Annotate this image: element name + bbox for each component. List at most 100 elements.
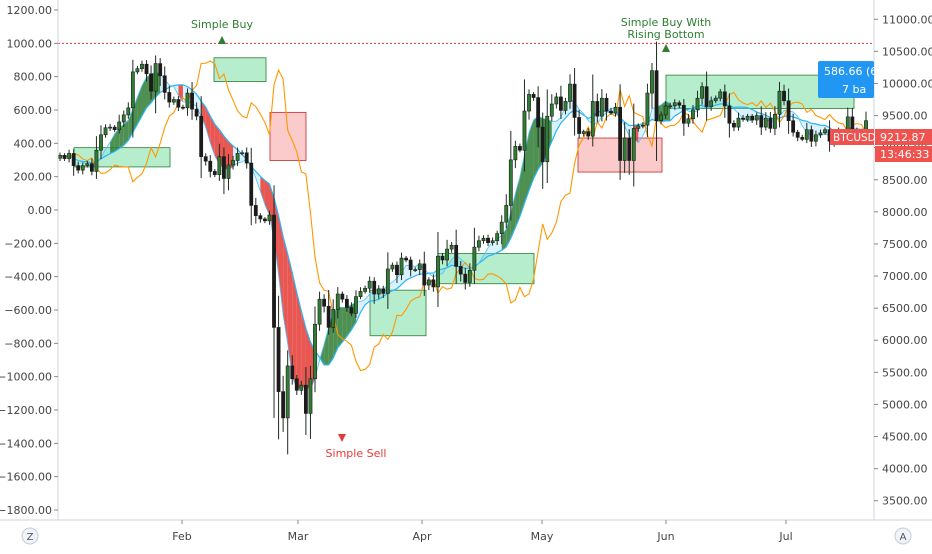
band-fill-segment [519, 154, 525, 217]
candle [800, 134, 805, 142]
candle-body-down [395, 264, 399, 276]
candle [135, 65, 140, 75]
candle [385, 252, 390, 309]
band-fill-segment [337, 307, 343, 348]
left-tick-label: −600.00 [4, 304, 52, 317]
left-tick-label: −200.00 [4, 237, 52, 250]
candle-body-up [513, 146, 518, 161]
candle [572, 68, 577, 136]
candle [754, 112, 759, 125]
band-fill-segment [255, 171, 261, 192]
candle [335, 287, 340, 319]
candle [344, 295, 349, 312]
candle-body-up [331, 309, 336, 328]
candle-body-up [823, 129, 827, 134]
left-tick-label: 1000.00 [7, 37, 53, 50]
candle [240, 150, 245, 156]
candle [449, 242, 454, 253]
candle-body-up [235, 153, 240, 161]
candle-body-up [449, 244, 454, 250]
candle-body-up [668, 105, 673, 108]
right-tick-label: 11000.00 [882, 13, 932, 26]
candle [376, 285, 381, 299]
candle [745, 113, 750, 122]
candle-body-up [590, 101, 595, 137]
candle-body-down [627, 137, 632, 161]
band-fill-segment [342, 307, 347, 343]
right-tick-label: 5000.00 [882, 398, 928, 411]
candle-body-down [71, 153, 76, 166]
candle-body-down [149, 73, 153, 92]
candle-body-down [408, 259, 413, 270]
candle-body-up [94, 149, 99, 172]
candle [408, 256, 413, 277]
candle [203, 153, 208, 166]
countdown-tag [875, 146, 932, 162]
candle-body-up [285, 365, 290, 419]
right-tick-label: 5500.00 [882, 366, 928, 379]
right-tick-label: 4000.00 [882, 463, 928, 476]
candle-body-down [340, 293, 345, 300]
candle [599, 89, 604, 122]
candle [495, 230, 500, 246]
candle-body-down [194, 108, 199, 117]
candle-body-down [203, 156, 208, 162]
x-tick-label: Feb [172, 530, 191, 543]
candle [62, 153, 67, 161]
candle [249, 147, 254, 226]
candle-body-down [595, 101, 600, 117]
candle-body-down [272, 214, 276, 328]
candle-body-down [190, 92, 194, 110]
band-fill-segment [510, 193, 516, 239]
candle-body-up [226, 164, 231, 179]
candle [340, 291, 345, 303]
x-tick-label: Mar [288, 530, 309, 543]
candle-body-up [490, 240, 495, 243]
candle-body-up [581, 131, 586, 134]
z-button[interactable] [21, 527, 39, 545]
auto-scale-button[interactable] [894, 527, 912, 545]
candle [140, 60, 144, 72]
candle-body-up [645, 92, 650, 126]
candle-body-up [363, 287, 367, 292]
candle-body-down [572, 83, 577, 118]
candle-body-down [454, 244, 459, 267]
candle-body-up [636, 125, 641, 129]
z-button-label: Z [27, 532, 34, 543]
candle [431, 274, 436, 292]
candle [595, 93, 600, 123]
candle [741, 114, 745, 122]
candle-body-down [732, 122, 736, 128]
candle [181, 104, 185, 110]
candle [317, 291, 322, 331]
candle [732, 120, 736, 132]
candle [299, 380, 304, 395]
candle-body-down [372, 280, 377, 295]
candle [171, 96, 176, 105]
candle-body-down [540, 126, 545, 163]
candle-body-up [777, 90, 782, 115]
candle [549, 94, 554, 122]
candle [568, 74, 572, 109]
band-fill-segment [301, 311, 306, 388]
band-fill-segment [205, 107, 211, 143]
candle [85, 160, 90, 168]
band-fill-segment [287, 254, 293, 377]
candle [354, 290, 358, 318]
band-fill-segment [733, 107, 739, 114]
candle [322, 294, 327, 313]
candle [413, 267, 418, 273]
candle-body-down [604, 97, 609, 112]
candle-body-down [586, 131, 591, 137]
left-tick-label: 400.00 [14, 137, 53, 150]
candle [804, 122, 809, 144]
candle [768, 111, 773, 133]
candle-body-up [481, 237, 486, 242]
candle-body-up [508, 159, 513, 206]
candle [718, 88, 723, 102]
candle-body-up [80, 165, 85, 171]
candle-body-up [495, 233, 500, 242]
candle-body-up [499, 221, 504, 234]
